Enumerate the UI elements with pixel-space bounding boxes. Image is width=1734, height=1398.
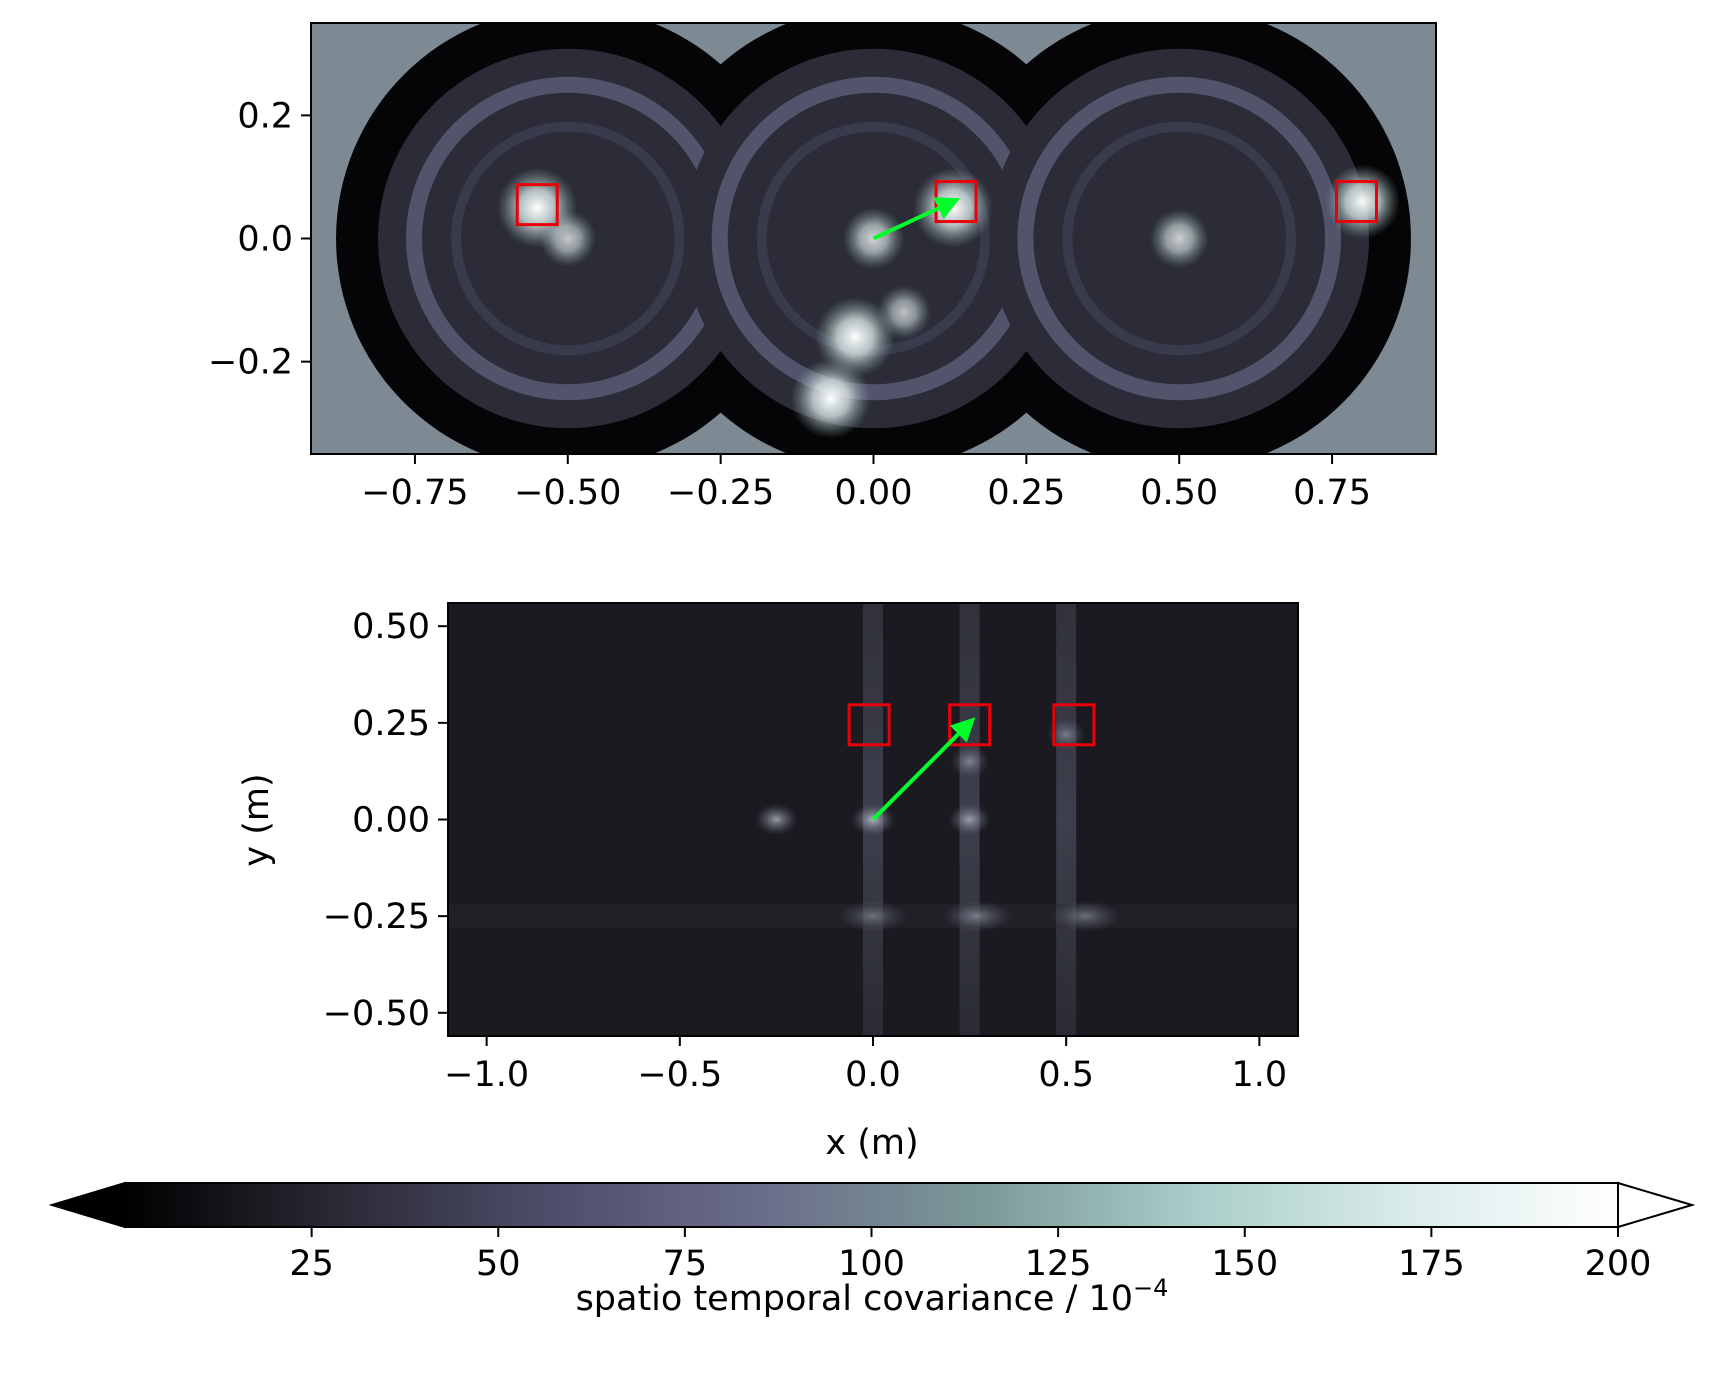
colorbar-gradient <box>124 1182 1619 1228</box>
x-tick-label: 0.25 <box>987 473 1065 513</box>
x-tick-label: −1.0 <box>444 1055 529 1095</box>
colorbar-tick-label: 100 <box>838 1244 905 1284</box>
colorbar-label: spatio temporal covariance / 10−4 <box>576 1274 1169 1319</box>
hotspot <box>837 900 909 933</box>
hotspot <box>1149 208 1209 269</box>
x-tick-label: 0.75 <box>1293 473 1371 513</box>
target-box <box>948 703 992 747</box>
displacement-arrow <box>872 197 961 241</box>
y-tick-label: 0.50 <box>352 607 430 647</box>
hotspot <box>539 210 597 267</box>
displacement-arrow <box>871 717 976 821</box>
colorbar-tick-label: 25 <box>289 1244 334 1284</box>
y-tick-label: 0.25 <box>352 704 430 744</box>
hotspot <box>948 803 991 836</box>
y-tick-label: 0.0 <box>237 220 293 260</box>
colorbar-tick-label: 200 <box>1585 1244 1652 1284</box>
x-tick-label: −0.50 <box>514 473 621 513</box>
colorbar-tick-label: 175 <box>1398 1244 1465 1284</box>
x-axis-label: x (m) <box>825 1123 918 1163</box>
hotspot <box>1049 900 1122 933</box>
x-tick-label: 0.5 <box>1038 1055 1094 1095</box>
bottom-panel: −1.0 −0.5 0.0 0.5 1.0 0.50 0.25 0.00 −0.25 −0.50… <box>237 602 1299 1163</box>
target-box <box>1052 703 1096 747</box>
colorbar-tick-label: 75 <box>663 1244 708 1284</box>
vertical-streak <box>1056 603 1077 1036</box>
ring-inner-band <box>451 121 685 356</box>
colorbar-extend-high <box>1617 1181 1696 1229</box>
colorbar-tick-label: 125 <box>1025 1244 1092 1284</box>
hotspot <box>1046 718 1086 751</box>
x-tick-label: −0.25 <box>667 473 774 513</box>
hotspot <box>912 167 993 248</box>
hotspot <box>949 745 990 778</box>
colorbar: 25 50 75 100 125 150 175 200 spatio temporal co… <box>48 1181 1696 1319</box>
colorbar-tick-label: 150 <box>1211 1244 1278 1284</box>
top-panel: −0.75 −0.50 −0.25 0.00 0.25 0.50 0.75 0.2 0.0 −0… <box>208 22 1437 513</box>
y-tick-label: −0.25 <box>323 897 430 937</box>
y-tick-label: −0.2 <box>208 343 293 383</box>
y-tick-label: −0.50 <box>323 994 430 1034</box>
x-tick-label: 0.00 <box>835 473 913 513</box>
hotspot <box>877 285 932 340</box>
hotspot <box>790 358 871 439</box>
ring-inner-band <box>1062 121 1296 356</box>
target-box <box>847 703 891 747</box>
x-tick-label: 1.0 <box>1232 1055 1288 1095</box>
colorbar-extend-low <box>48 1181 126 1229</box>
y-axis-label: y (m) <box>237 773 277 866</box>
target-box <box>515 183 559 227</box>
x-tick-label: 0.0 <box>845 1055 901 1095</box>
hotspot <box>754 803 799 836</box>
target-box <box>1335 180 1379 224</box>
hotspot <box>815 297 896 378</box>
ring-inner-band <box>1017 76 1341 401</box>
colorbar-tick-label: 50 <box>476 1244 521 1284</box>
x-tick-label: −0.5 <box>637 1055 722 1095</box>
y-tick-label: 0.2 <box>237 96 293 136</box>
x-tick-label: 0.50 <box>1140 473 1218 513</box>
x-tick-label: −0.75 <box>361 473 468 513</box>
y-tick-label: 0.00 <box>352 801 430 841</box>
hotspot <box>941 900 1014 933</box>
